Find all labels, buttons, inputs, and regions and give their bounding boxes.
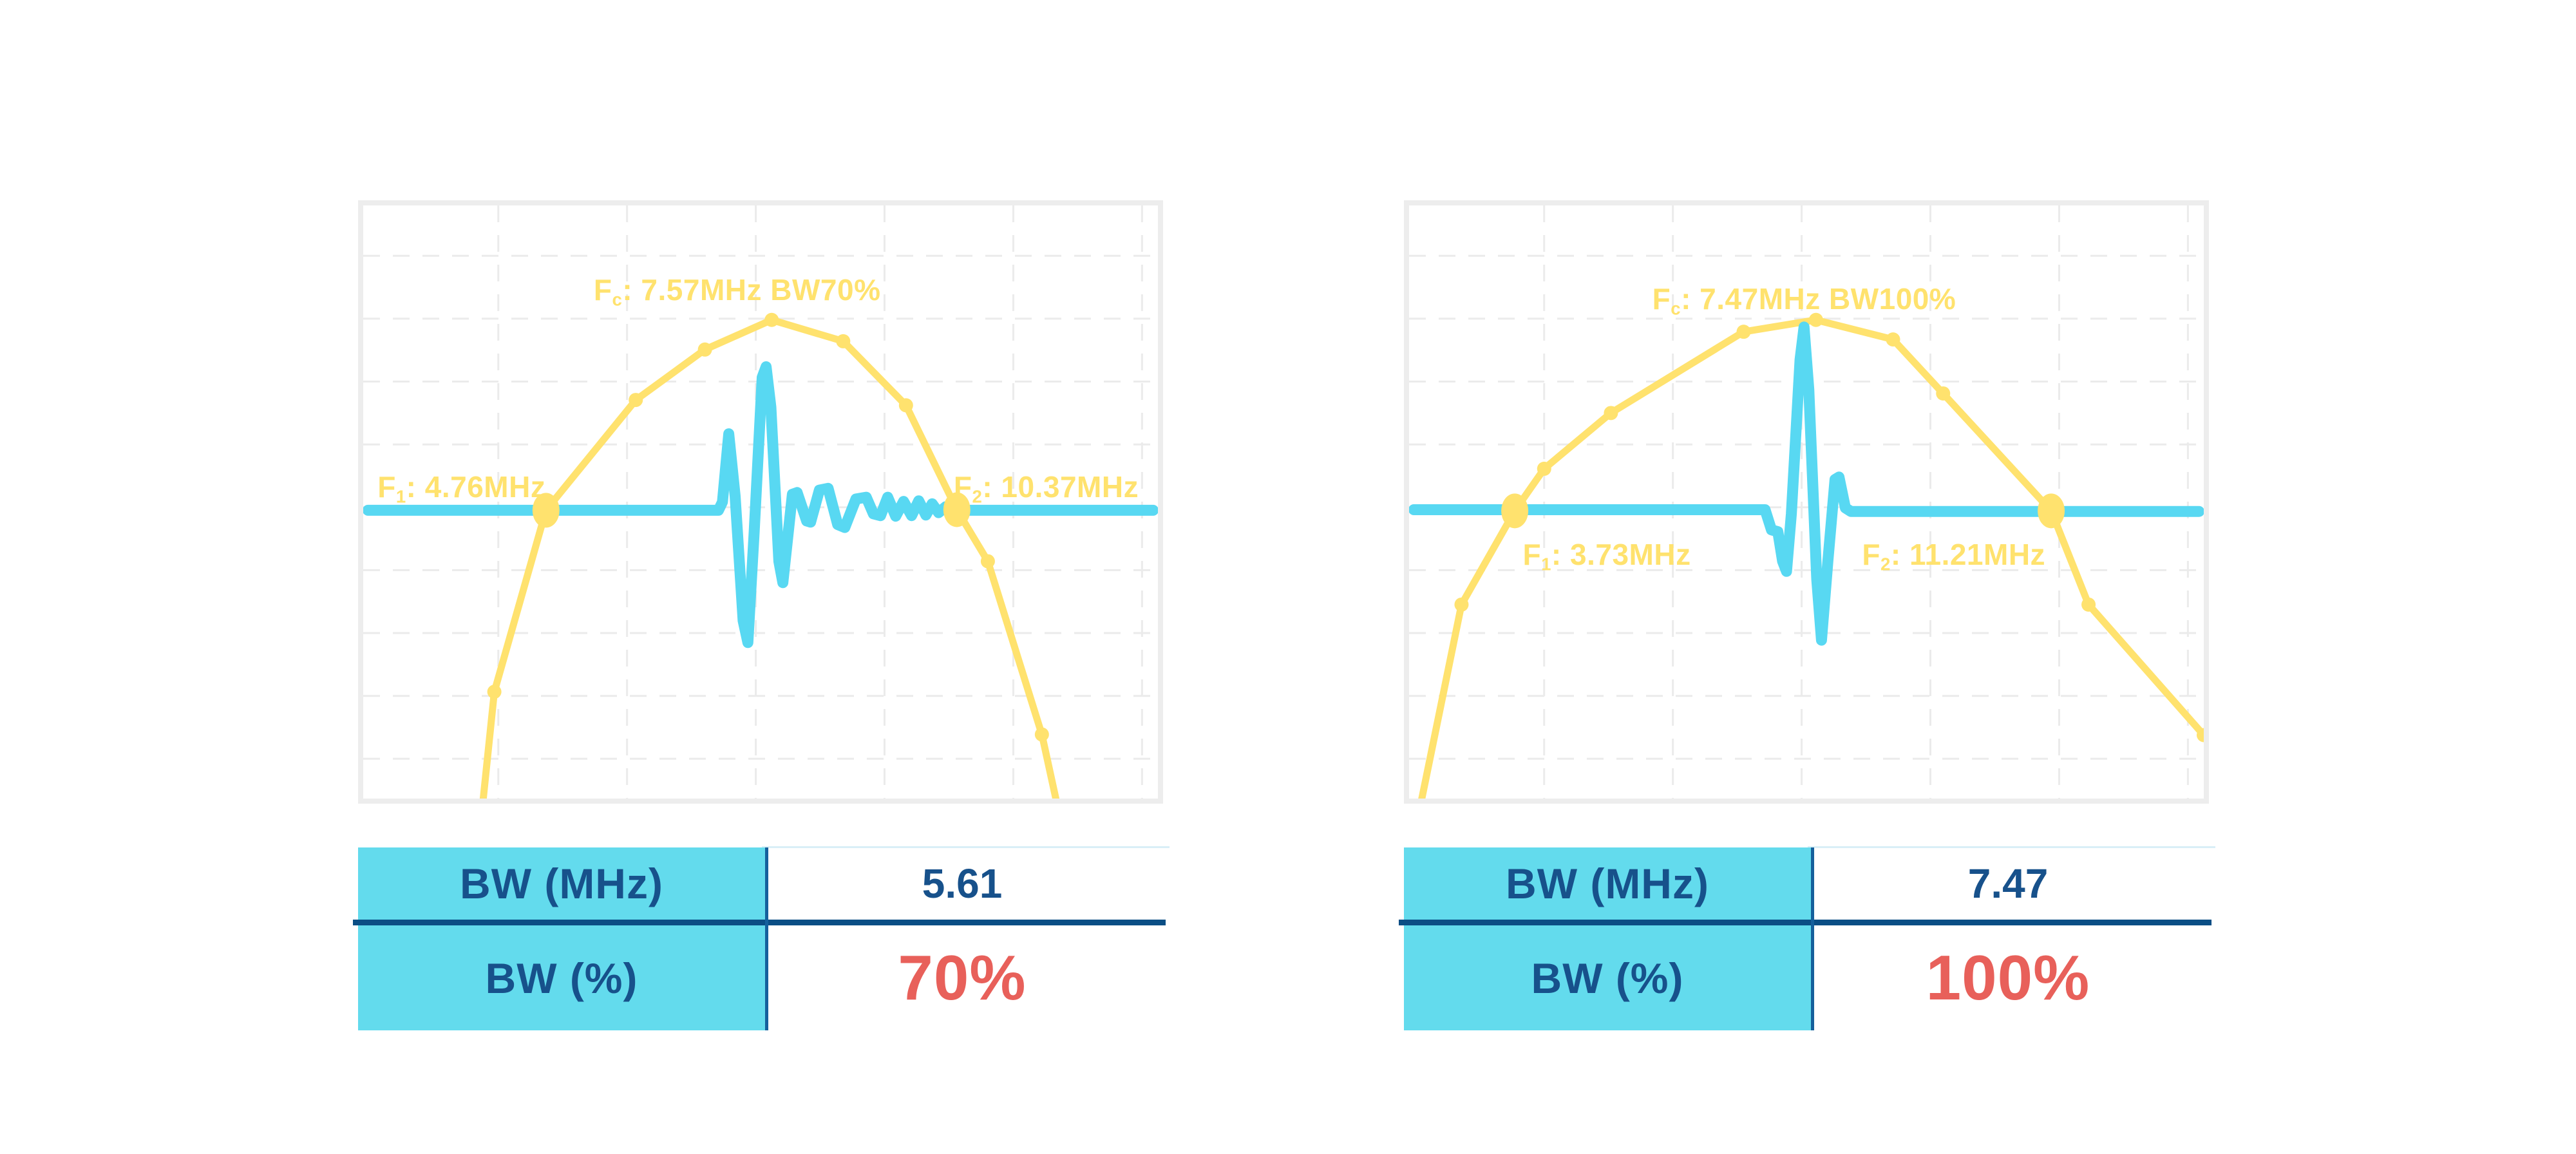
data-point-marker — [1936, 386, 1951, 401]
data-point-marker — [697, 342, 712, 357]
data-point-marker — [2081, 597, 2096, 612]
data-point-marker — [1454, 597, 1469, 612]
spectrum-curve — [1418, 316, 2204, 799]
bw-mhz-label-cell: BW (MHz) — [358, 847, 765, 920]
chart-canvas-bw100 — [1409, 205, 2204, 799]
pulse-waveform-curve — [363, 361, 1158, 648]
bw-table: BW (MHz) 5.61 BW (%) 70% — [353, 846, 1170, 1030]
f2-annotation: F2: 11.21MHz — [1862, 537, 2046, 574]
data-point-marker — [487, 685, 502, 699]
bandwidth-edge-marker — [2038, 493, 2065, 529]
bw-mhz-value-cell: 7.47 — [1967, 860, 2049, 907]
table-row: BW (%) 70% — [358, 925, 1159, 1030]
bandwidth-edge-marker — [943, 492, 971, 527]
spectrum-curve — [479, 316, 1060, 799]
data-point-marker — [1808, 312, 1823, 327]
table-row: BW (MHz) 5.61 — [358, 847, 1159, 920]
data-point-marker — [1034, 727, 1049, 742]
panel-bw100: Fc: 7.47MHz BW100% F1: 3.73MHz F2: 11.21… — [1399, 200, 2215, 1030]
bandwidth-edge-marker — [532, 493, 560, 528]
data-point-marker — [1537, 461, 1551, 476]
chart-bw100: Fc: 7.47MHz BW100% F1: 3.73MHz F2: 11.21… — [1404, 200, 2209, 804]
data-point-marker — [1886, 332, 1900, 347]
table-row: BW (%) 100% — [1404, 925, 2205, 1030]
f1-annotation: F1: 3.73MHz — [1522, 537, 1691, 574]
table-topline — [762, 846, 1170, 848]
data-point-marker — [1736, 325, 1751, 339]
table-column-divider — [765, 847, 768, 1030]
f1-annotation: F1: 4.76MHz — [377, 469, 546, 506]
chart-bw70: Fc: 7.57MHz BW70% F1: 4.76MHz F2: 10.37M… — [358, 200, 1163, 804]
panel-bw70: Fc: 7.57MHz BW70% F1: 4.76MHz F2: 10.37M… — [353, 200, 1170, 1030]
table-row-divider — [1399, 920, 2211, 925]
bw-table: BW (MHz) 7.47 BW (%) 100% — [1399, 846, 2215, 1030]
bw-percent-value-cell: 100% — [1926, 942, 2090, 1013]
table-row: BW (MHz) 7.47 — [1404, 847, 2205, 920]
data-point-marker — [1604, 406, 1618, 421]
data-point-marker — [980, 554, 995, 569]
f2-annotation: F2: 10.37MHz — [953, 469, 1139, 506]
bw-percent-value-cell: 70% — [898, 942, 1027, 1013]
data-point-marker — [2197, 728, 2204, 743]
fc-annotation: Fc: 7.57MHz BW70% — [593, 272, 881, 310]
data-point-marker — [629, 393, 643, 408]
table-topline — [1808, 846, 2215, 848]
fc-annotation: Fc: 7.47MHz BW100% — [1652, 281, 1956, 318]
bw-percent-label-cell: BW (%) — [358, 925, 765, 1030]
table-row-divider — [353, 920, 1166, 925]
pulse-waveform-curve — [1409, 321, 2204, 646]
bw-percent-label-cell: BW (%) — [1404, 925, 1811, 1030]
data-point-marker — [836, 334, 851, 348]
chart-canvas-bw70 — [363, 205, 1158, 799]
bandwidth-edge-marker — [1501, 493, 1529, 529]
table-column-divider — [1811, 847, 1814, 1030]
data-point-marker — [898, 398, 913, 413]
data-point-marker — [764, 312, 779, 327]
bw-mhz-value-cell: 5.61 — [922, 860, 1003, 907]
bw-mhz-label-cell: BW (MHz) — [1404, 847, 1811, 920]
